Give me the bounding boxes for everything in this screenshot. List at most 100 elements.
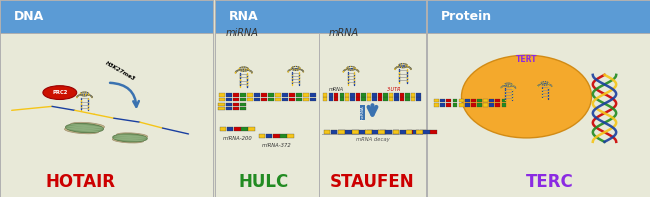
- Text: mRNA: mRNA: [328, 28, 358, 37]
- Bar: [275, 93, 281, 97]
- Bar: [406, 93, 410, 97]
- Bar: [331, 130, 337, 134]
- Bar: [452, 103, 458, 107]
- Ellipse shape: [70, 122, 105, 129]
- Ellipse shape: [68, 126, 101, 130]
- Bar: [282, 98, 288, 101]
- Bar: [477, 103, 482, 107]
- Bar: [254, 98, 260, 101]
- Bar: [423, 130, 430, 134]
- Bar: [477, 98, 482, 102]
- Bar: [345, 130, 352, 134]
- Text: PRC2: PRC2: [52, 90, 68, 95]
- Bar: [406, 130, 412, 134]
- Bar: [395, 93, 398, 97]
- Bar: [310, 98, 316, 101]
- Bar: [430, 130, 437, 134]
- Bar: [0, 33, 213, 197]
- Ellipse shape: [112, 137, 144, 143]
- Bar: [411, 97, 415, 101]
- Bar: [378, 93, 382, 97]
- Bar: [219, 98, 225, 101]
- Text: H3K27me3: H3K27me3: [105, 60, 136, 82]
- Bar: [365, 130, 372, 134]
- Bar: [233, 93, 239, 97]
- Bar: [502, 103, 506, 107]
- Bar: [420, 130, 426, 134]
- Bar: [226, 103, 232, 106]
- Bar: [413, 130, 419, 134]
- Ellipse shape: [116, 135, 147, 138]
- Bar: [372, 97, 376, 101]
- Bar: [247, 93, 253, 97]
- Bar: [233, 107, 239, 110]
- Bar: [328, 93, 333, 97]
- Bar: [378, 97, 382, 101]
- Ellipse shape: [114, 136, 146, 139]
- Bar: [406, 97, 410, 101]
- Bar: [417, 93, 421, 97]
- Bar: [233, 103, 239, 106]
- Bar: [400, 97, 404, 101]
- Bar: [372, 130, 379, 134]
- Bar: [352, 130, 359, 134]
- Bar: [296, 98, 302, 101]
- Bar: [233, 98, 239, 101]
- Bar: [465, 103, 470, 107]
- Ellipse shape: [112, 134, 148, 142]
- Bar: [434, 98, 439, 102]
- Bar: [219, 93, 225, 97]
- Bar: [226, 107, 232, 110]
- Bar: [220, 127, 226, 131]
- Bar: [459, 103, 463, 107]
- Bar: [356, 97, 360, 101]
- Ellipse shape: [462, 55, 592, 138]
- Bar: [345, 97, 349, 101]
- Bar: [350, 97, 355, 101]
- Bar: [359, 130, 366, 134]
- Bar: [339, 97, 344, 101]
- Bar: [214, 0, 426, 33]
- Bar: [411, 93, 415, 97]
- Bar: [241, 127, 248, 131]
- Bar: [367, 130, 373, 134]
- Bar: [395, 97, 398, 101]
- Bar: [322, 134, 423, 135]
- Bar: [385, 130, 392, 134]
- Bar: [447, 103, 451, 107]
- Text: TERC: TERC: [525, 173, 573, 191]
- Bar: [266, 134, 272, 138]
- Bar: [328, 97, 333, 101]
- Bar: [452, 98, 458, 102]
- Text: DNA: DNA: [14, 10, 45, 23]
- Bar: [289, 98, 295, 101]
- Text: mRNA decay: mRNA decay: [356, 137, 389, 142]
- Bar: [427, 0, 650, 33]
- Bar: [489, 103, 494, 107]
- Text: HOTAIR: HOTAIR: [46, 173, 116, 191]
- Ellipse shape: [116, 133, 148, 138]
- Bar: [417, 97, 421, 101]
- Bar: [384, 97, 387, 101]
- Bar: [261, 93, 266, 97]
- Bar: [234, 127, 240, 131]
- Ellipse shape: [66, 123, 103, 133]
- Bar: [345, 93, 349, 97]
- Bar: [273, 134, 280, 138]
- Bar: [416, 130, 422, 134]
- Bar: [356, 93, 360, 97]
- Bar: [226, 98, 232, 101]
- Text: miRNA-372: miRNA-372: [261, 143, 291, 148]
- Bar: [440, 98, 445, 102]
- Bar: [324, 130, 330, 134]
- Bar: [434, 103, 439, 107]
- Bar: [361, 93, 366, 97]
- Bar: [350, 93, 355, 97]
- Bar: [380, 130, 386, 134]
- Bar: [303, 93, 309, 97]
- Bar: [289, 93, 295, 97]
- Bar: [259, 134, 265, 138]
- Bar: [218, 103, 225, 106]
- Ellipse shape: [70, 124, 103, 128]
- Bar: [465, 98, 470, 102]
